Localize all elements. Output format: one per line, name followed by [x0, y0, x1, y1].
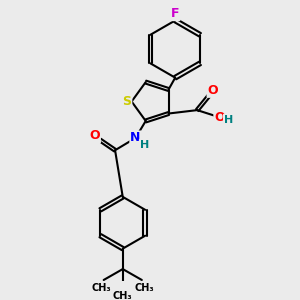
Text: O: O [208, 84, 218, 97]
Text: N: N [130, 131, 141, 145]
Text: H: H [140, 140, 149, 150]
Text: O: O [89, 129, 100, 142]
Text: H: H [224, 115, 233, 125]
Text: S: S [122, 95, 131, 108]
Text: O: O [214, 111, 225, 124]
Text: CH₃: CH₃ [134, 283, 154, 293]
Text: F: F [171, 7, 179, 20]
Text: CH₃: CH₃ [113, 291, 133, 300]
Text: CH₃: CH₃ [92, 283, 112, 293]
